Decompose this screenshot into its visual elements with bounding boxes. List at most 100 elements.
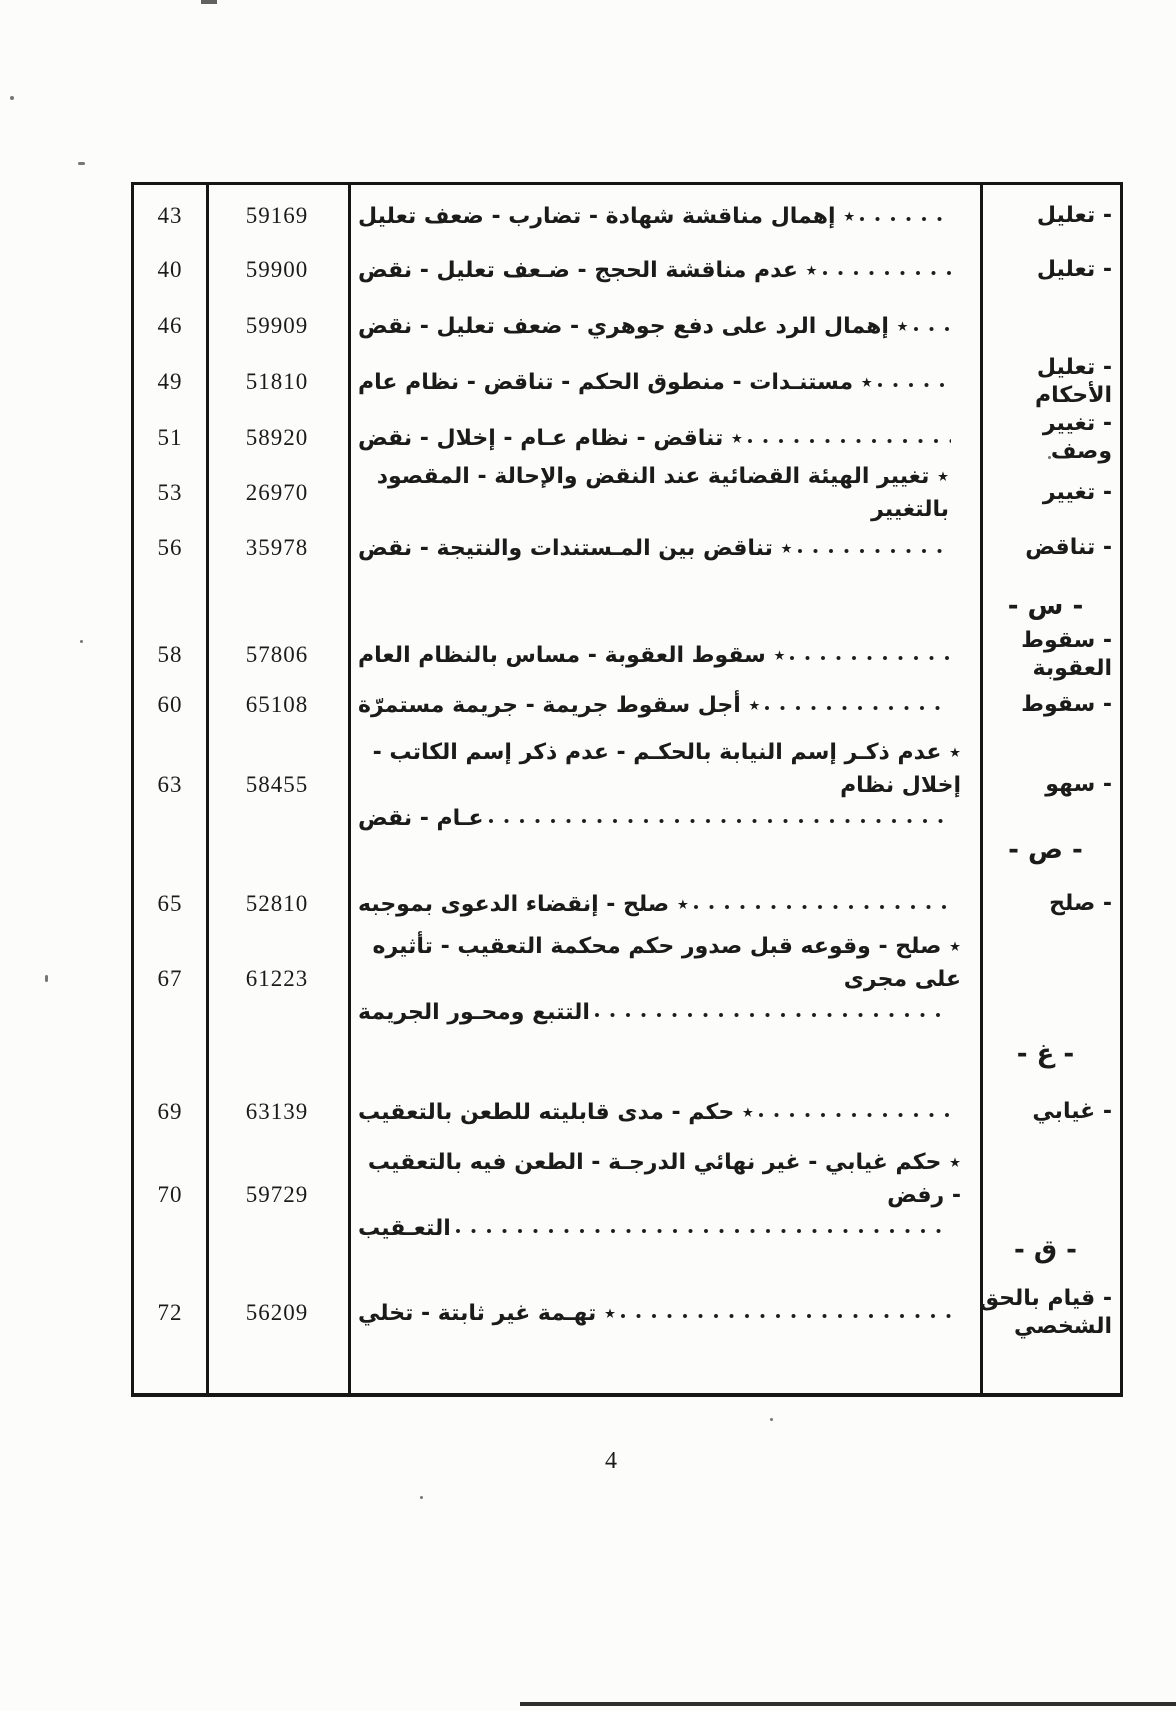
description-line: ٭ حكم - مدى قابليته للطعن بالتعقيب [358, 1096, 961, 1129]
dot-leader [762, 702, 951, 713]
page-number-cell: 60 [157, 692, 183, 717]
description-line: عـام - نقض [358, 802, 961, 835]
description-cell: ٭ سقوط العقوبة - مساس بالنظام العام [348, 639, 977, 672]
category-cell: - تناقض [1025, 535, 1112, 560]
description-text: ٭ إهمال الرد على دفع جوهري - ضعف تعليل -… [358, 313, 909, 339]
section-heading-row: - غ - [134, 1031, 1120, 1077]
page-number-cell: 51 [157, 425, 183, 450]
case-number-cell: 59900 [245, 257, 309, 282]
description-cell: ٭ حكم - مدى قابليته للطعن بالتعقيب [348, 1096, 977, 1129]
description-line: ٭ عدم ذكـر إسم النيابة بالحكـم - عدم ذكر… [358, 736, 961, 802]
category-cell: - تعليل الأحكام [1035, 355, 1112, 408]
category-cell: - قيام بالحق الشخصي [979, 1286, 1112, 1339]
page-number-cell: 43 [157, 203, 183, 228]
page-number-cell: 53 [157, 480, 183, 505]
description-text: ٭ تناقض - نظام عـام - إخلال - نقض [358, 425, 743, 451]
scan-edge-artifact [520, 1702, 1176, 1706]
case-number-cell: 61223 [245, 966, 309, 991]
category-cell: - صلح [1049, 891, 1112, 916]
dot-leader [787, 652, 951, 663]
column-separator [206, 185, 209, 1393]
dot-leader [857, 213, 951, 224]
category-cell: - سهو [1045, 772, 1112, 797]
description-line: ٭ صلح - وقوعه قبل صدور حكم محكمة التعقيب… [358, 930, 961, 996]
table-row: 43 59169 ٭ إهمال مناقشة شهادة - تضارب - ضع… [134, 189, 1120, 243]
dot-leader [485, 815, 951, 826]
description-cell: ٭ تغيير الهيئة القضائية عند النقض والإحا… [348, 460, 977, 526]
scan-speck [770, 1418, 773, 1421]
description-text: ٭ تهـمة غير ثابتة - تخلي [358, 1300, 616, 1326]
description-text: عـام - نقض [358, 805, 484, 831]
description-cell: ٭ تناقض - نظام عـام - إخلال - نقض [348, 422, 977, 455]
scan-speck [80, 640, 83, 643]
case-number-cell: 52810 [245, 891, 309, 916]
scan-speck [528, 273, 531, 276]
table-row: 65 52810 ٭ صلح - إنقضاء الدعوى بموجبه - صلح [134, 877, 1120, 931]
description-text: ٭ سقوط العقوبة - مساس بالنظام العام [358, 642, 786, 668]
case-number-cell: 26970 [245, 480, 309, 505]
description-cell: ٭ تهـمة غير ثابتة - تخلي [348, 1297, 977, 1330]
description-cell: ٭ إهمال الرد على دفع جوهري - ضعف تعليل -… [348, 310, 977, 343]
description-cell: ٭ عدم مناقشة الحجج - ضـعف تعليل - نقض [348, 254, 977, 287]
description-line: ٭ تناقض - نظام عـام - إخلال - نقض [358, 422, 961, 455]
table-row: 46 59909 ٭ إهمال الرد على دفع جوهري - ضعف … [134, 299, 1120, 353]
description-text: ٭ حكم غيابي - غير نهائي الدرجـة - الطعن … [367, 1149, 961, 1208]
category-cell: - سقوط العقوبة [1021, 628, 1112, 681]
case-number-cell: 51810 [245, 369, 309, 394]
table-row: 53 26970 ٭ تغيير الهيئة القضائية عند النقض… [134, 464, 1120, 522]
table-row: 49 51810 ٭ مستنـدات - منطوق الحكم - تناقض … [134, 355, 1120, 409]
column-separator [980, 185, 983, 1393]
page-number-cell: 40 [157, 257, 183, 282]
scan-tick-artifact [201, 0, 217, 4]
page-number-cell: 65 [157, 891, 183, 916]
section-heading-row: - ق - [134, 1227, 1120, 1273]
description-line: التتبع ومحـور الجريمة [358, 996, 961, 1029]
table-row: 60 65108 ٭ أجل سقوط جريمة - جريمة مستمرّة -… [134, 678, 1120, 732]
dot-leader [755, 1109, 951, 1120]
table-row: 40 59900 ٭ عدم مناقشة الحجج - ضـعف تعليل -… [134, 243, 1120, 297]
dot-leader [452, 1225, 951, 1236]
description-line: ٭ صلح - إنقضاء الدعوى بموجبه [358, 888, 961, 921]
section-heading-label: - ق - [1014, 1235, 1077, 1265]
section-heading-label: - ص - [1008, 835, 1083, 865]
dot-leader [819, 267, 951, 278]
category-cell: - تعليل [1036, 257, 1112, 282]
table-row: 58 57806 ٭ سقوط العقوبة - مساس بالنظام الع… [134, 628, 1120, 682]
dot-leader [744, 435, 951, 446]
description-cell: ٭ صلح - إنقضاء الدعوى بموجبه [348, 888, 977, 921]
description-line: ٭ تناقض بين المـستندات والنتيجة - نقض [358, 532, 961, 565]
category-cell: - سقوط [1021, 692, 1112, 717]
description-text: ٭ مستنـدات - منطوق الحكم - تناقض - نظام … [358, 369, 873, 395]
section-heading-label: - س - [1007, 591, 1084, 621]
category-cell: - غيابي [1032, 1099, 1112, 1124]
category-cell: - تعليل [1036, 203, 1112, 228]
scan-speck [10, 96, 14, 100]
page-number-cell: 72 [157, 1300, 183, 1325]
description-line: ٭ حكم غيابي - غير نهائي الدرجـة - الطعن … [358, 1146, 961, 1212]
description-text: التتبع ومحـور الجريمة [358, 999, 590, 1025]
case-number-cell: 59909 [245, 313, 309, 338]
dot-leader [690, 901, 951, 912]
description-text: ٭ عدم ذكـر إسم النيابة بالحكـم - عدم ذكر… [372, 739, 961, 798]
case-number-cell: 59169 [245, 203, 309, 228]
description-line: ٭ أجل سقوط جريمة - جريمة مستمرّة [358, 689, 961, 722]
page-number-cell: 49 [157, 369, 183, 394]
case-number-cell: 56209 [245, 1300, 309, 1325]
case-number-cell: 63139 [245, 1099, 309, 1124]
description-text: ٭ إهمال مناقشة شهادة - تضارب - ضعف تعليل [358, 203, 856, 229]
description-line: ٭ مستنـدات - منطوق الحكم - تناقض - نظام … [358, 366, 961, 399]
description-line: ٭ إهمال مناقشة شهادة - تضارب - ضعف تعليل [358, 200, 961, 233]
description-cell: ٭ عدم ذكـر إسم النيابة بالحكـم - عدم ذكر… [348, 736, 977, 835]
page-number-cell: 70 [157, 1182, 183, 1207]
description-text: ٭ صلح - وقوعه قبل صدور حكم محكمة التعقيب… [372, 933, 961, 992]
page-number-cell: 56 [157, 535, 183, 560]
description-line: ٭ تهـمة غير ثابتة - تخلي [358, 1297, 961, 1330]
description-line: ٭ عدم مناقشة الحجج - ضـعف تعليل - نقض [358, 254, 961, 287]
description-cell: ٭ صلح - وقوعه قبل صدور حكم محكمة التعقيب… [348, 930, 977, 1029]
table-row: 70 59729 ٭ حكم غيابي - غير نهائي الدرجـة -… [134, 1150, 1120, 1241]
section-heading-label: - غ - [1016, 1039, 1075, 1069]
page-number-cell: 46 [157, 313, 183, 338]
section-heading-row: - س - [134, 583, 1120, 629]
case-number-cell: 59729 [245, 1182, 309, 1207]
